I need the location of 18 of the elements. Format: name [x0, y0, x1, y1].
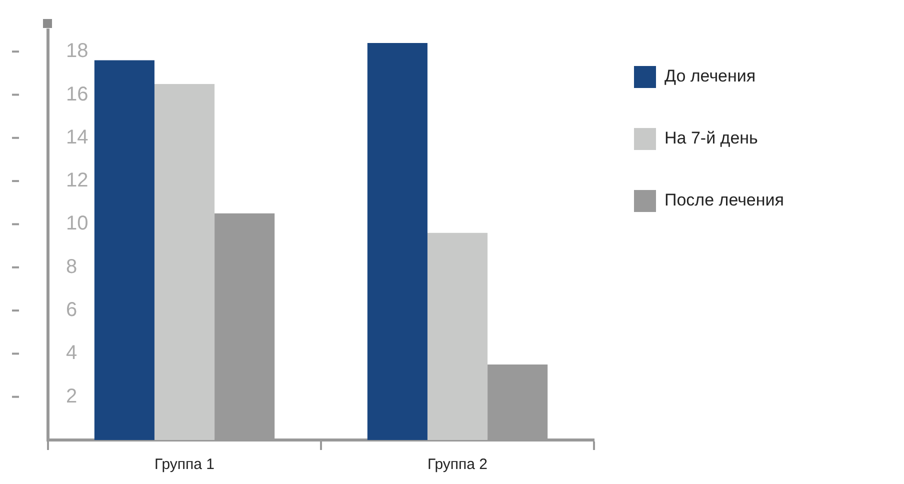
y-tick-label: 14 [66, 126, 88, 148]
y-tick-label: 12 [66, 170, 88, 192]
legend-label: После лечения [664, 190, 784, 210]
legend-label: На 7-й день [664, 128, 758, 148]
x-tick-label: Группа 1 [154, 456, 215, 474]
y-tick-label: 10 [66, 212, 88, 235]
y-tick-label: 8 [66, 256, 78, 278]
bar [367, 42, 428, 440]
legend-label: До лечения [664, 66, 756, 86]
y-tick-label: 4 [66, 342, 78, 364]
x-tick-label: Группа 2 [427, 456, 488, 474]
y-tick-label: 16 [66, 83, 88, 106]
bar [94, 60, 154, 440]
bar [154, 84, 215, 440]
y-tick-label: 18 [66, 40, 88, 62]
y-tick-label: 2 [66, 385, 78, 408]
bar [427, 232, 488, 440]
y-tick-label: 6 [66, 299, 78, 322]
